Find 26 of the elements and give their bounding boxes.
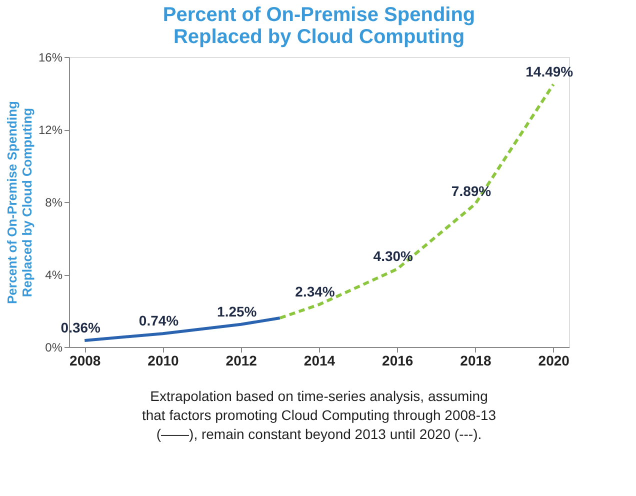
data-label: 14.49% [526, 63, 574, 80]
x-tick-label: 2018 [460, 352, 492, 368]
x-tick-label: 2012 [226, 352, 258, 368]
text: Percent of On-Premise Spending [162, 4, 476, 26]
data-label: 7.89% [451, 182, 492, 199]
y-tick-label: 4% [45, 268, 63, 282]
text: Extrapolation based on time-series analysis, assuming [150, 388, 488, 404]
x-tick-label: 2014 [304, 352, 336, 368]
x-tick-label: 2016 [382, 352, 414, 368]
y-axis-title: Percent of On-Premise Spending Replaced by Cloud Computing [4, 100, 34, 304]
x-tick-label: 2010 [148, 352, 180, 368]
line-series [278, 82, 555, 320]
y-tick-label: 8% [45, 196, 63, 210]
data-label: 0.36% [60, 319, 102, 336]
text: (——), remain constant beyond 2013 until 2020 (---). [156, 426, 482, 442]
text: Replaced by Cloud Computing [173, 26, 465, 48]
x-tick-label: 2020 [538, 352, 570, 368]
data-label: 2.34% [295, 284, 336, 300]
data-label: 1.25% [217, 303, 258, 320]
text: that factors promoting Cloud Computing through 2008-13 [142, 407, 496, 423]
y-tick-label: 0% [45, 340, 63, 354]
y-tick-label: 16% [38, 50, 63, 64]
y-tick-label: 12% [38, 123, 63, 137]
data-label: 0.74% [138, 312, 180, 329]
data-label: 4.30% [373, 248, 414, 264]
x-tick-label: 2008 [70, 352, 101, 368]
